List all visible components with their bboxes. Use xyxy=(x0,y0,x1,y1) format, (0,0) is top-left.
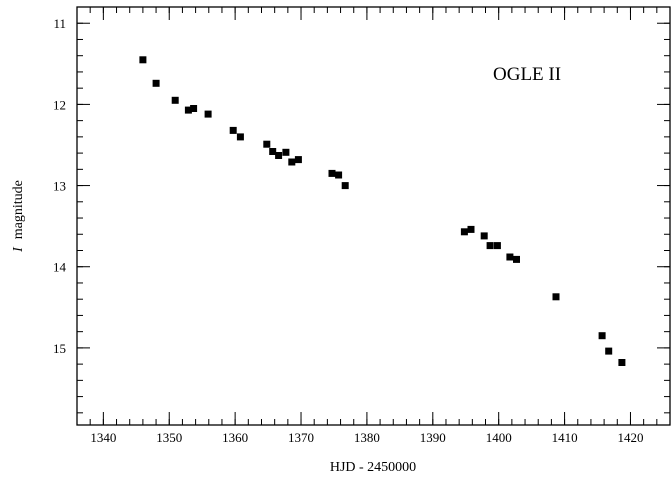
y-axis-label: Imagnitude xyxy=(11,180,26,253)
data-point xyxy=(204,110,212,118)
data-point xyxy=(152,79,160,87)
data-point xyxy=(328,169,336,177)
x-tick-label: 1350 xyxy=(156,430,182,445)
data-point xyxy=(618,359,626,366)
data-point xyxy=(506,253,514,261)
x-tick-label: 1390 xyxy=(420,430,446,445)
x-axis-label: HJD - 2450000 xyxy=(330,460,416,475)
data-point xyxy=(552,293,560,301)
x-tick-label: 1420 xyxy=(617,430,643,445)
y-axis-label-text: magnitude xyxy=(11,180,26,239)
x-tick-label: 1380 xyxy=(354,430,380,445)
y-tick-label: 14 xyxy=(53,260,67,275)
data-point xyxy=(605,347,613,355)
data-point xyxy=(513,255,520,263)
data-point xyxy=(341,182,349,190)
data-point xyxy=(263,140,271,148)
axis-ticks xyxy=(76,6,671,425)
y-axis-label-symbol: I xyxy=(11,246,26,253)
data-points xyxy=(139,56,626,366)
data-point xyxy=(493,242,501,250)
y-tick-label: 11 xyxy=(53,16,66,31)
annotation-label: OGLE II xyxy=(493,64,561,85)
data-point xyxy=(269,148,277,155)
tick-labels: 1340 1350 1360 1370 1380 1390 1400 1410 1420 11 12… xyxy=(53,16,643,445)
data-point xyxy=(184,106,192,114)
x-tick-label: 1400 xyxy=(486,430,512,445)
data-point xyxy=(139,56,147,64)
y-tick-label: 12 xyxy=(53,97,66,112)
y-tick-label: 13 xyxy=(53,179,66,194)
data-point xyxy=(335,171,343,179)
data-point xyxy=(288,158,296,166)
data-point xyxy=(294,156,302,164)
data-point xyxy=(486,242,494,250)
data-point xyxy=(275,152,283,159)
data-point xyxy=(171,96,179,104)
data-point xyxy=(190,105,198,112)
data-point xyxy=(236,133,244,141)
x-tick-label: 1370 xyxy=(288,430,314,445)
x-tick-label: 1360 xyxy=(222,430,248,445)
plot-frame xyxy=(76,6,671,426)
x-tick-label: 1410 xyxy=(552,430,578,445)
y-tick-label: 15 xyxy=(53,341,66,356)
data-point xyxy=(460,228,468,236)
x-tick-label: 1340 xyxy=(90,430,116,445)
data-point xyxy=(282,148,290,156)
data-point xyxy=(598,332,606,340)
data-point xyxy=(480,232,488,240)
data-point xyxy=(229,126,237,134)
data-point xyxy=(467,225,475,233)
